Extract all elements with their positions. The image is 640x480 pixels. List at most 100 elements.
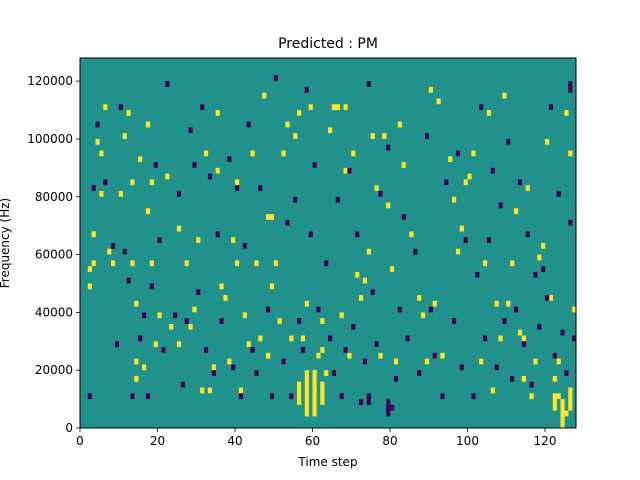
heatmap-cell-high: [134, 358, 139, 365]
heatmap-cell-low: [529, 381, 534, 388]
heatmap-cell-high: [517, 329, 523, 336]
heatmap-cell-low: [324, 260, 329, 267]
heatmap-cell-high: [568, 150, 573, 157]
heatmap-cell-low: [486, 237, 492, 243]
heatmap-cell-high: [320, 347, 325, 353]
heatmap-cell-high: [494, 300, 499, 307]
heatmap-cell-low: [514, 306, 519, 313]
heatmap-cell-high: [440, 352, 445, 359]
heatmap-cell-high: [366, 248, 371, 255]
heatmap-cell-low: [405, 335, 410, 342]
heatmap-cell-high: [459, 225, 464, 232]
heatmap-cell-high: [266, 352, 271, 359]
heatmap-cell-low: [246, 121, 251, 128]
heatmap-cell-high: [355, 271, 360, 278]
heatmap-cell-high: [134, 300, 139, 307]
heatmap-cell-low: [153, 162, 158, 168]
heatmap-cell-high: [502, 92, 507, 99]
heatmap-cell-high: [486, 110, 492, 116]
heatmap-cell-low: [452, 318, 457, 324]
heatmap-cell-high: [269, 214, 275, 220]
heatmap-cell-low: [393, 375, 399, 382]
heatmap-cell-low: [211, 370, 216, 376]
heatmap-cell-high: [521, 375, 526, 382]
heatmap-cell-high: [572, 306, 577, 313]
heatmap-cell-low: [424, 133, 430, 139]
heatmap-cell-low: [432, 352, 437, 359]
heatmap-cell-high: [227, 358, 232, 365]
heatmap-cell-low: [545, 295, 550, 301]
heatmap-cell-low: [463, 237, 468, 243]
heatmap-cell-low: [103, 179, 108, 186]
heatmap-cell-high: [95, 138, 100, 145]
heatmap-cell-low: [498, 202, 503, 209]
y-tick-label: 80000: [35, 190, 73, 204]
heatmap-cell-low: [355, 231, 360, 238]
heatmap-cell-high: [157, 312, 162, 319]
heatmap-cell-high: [320, 318, 325, 324]
heatmap-cell-low: [196, 289, 201, 296]
heatmap-cell-low: [343, 347, 348, 353]
heatmap-cell-low: [149, 283, 154, 290]
heatmap-cell-high: [343, 104, 348, 111]
heatmap-cell-low: [173, 312, 178, 319]
heatmap-cell-low: [215, 231, 220, 238]
heatmap-cell-high: [281, 150, 286, 157]
heatmap-cell-high: [145, 121, 151, 128]
y-tick-label: 20000: [35, 363, 73, 377]
heatmap-cell-low: [138, 335, 143, 342]
heatmap-cell-low: [142, 312, 147, 319]
heatmap-cell-low: [219, 318, 224, 324]
heatmap-cell-high: [91, 231, 96, 238]
heatmap-cell-low: [207, 173, 213, 180]
heatmap-cell-low: [242, 243, 247, 249]
heatmap-cell-high: [556, 358, 561, 365]
x-tick-label: 20: [150, 434, 165, 448]
heatmap-cell-high: [452, 196, 457, 203]
heatmap-cell-high: [242, 312, 247, 319]
heatmap-cell-low: [506, 138, 511, 145]
heatmap-cell-low: [386, 399, 391, 417]
heatmap-cell-low: [510, 375, 515, 382]
heatmap-cell-low: [122, 248, 127, 255]
heatmap-cell-high: [204, 150, 209, 157]
heatmap-cell-high: [235, 260, 240, 267]
heatmap-cell-low: [366, 81, 371, 87]
heatmap-cell-low: [413, 248, 418, 255]
heatmap-cell-high: [541, 243, 546, 249]
heatmap-cell-low: [118, 104, 123, 111]
heatmap-cell-low: [502, 318, 507, 324]
heatmap-cell-high: [471, 150, 476, 157]
heatmap-cell-high: [506, 300, 511, 307]
heatmap-cell-high: [200, 387, 205, 394]
heatmap-cell-low: [312, 162, 317, 168]
heatmap-cell-high: [118, 190, 123, 197]
heatmap-cell-low: [126, 277, 131, 284]
heatmap-cell-low: [176, 190, 182, 197]
y-tick-label: 100000: [27, 132, 73, 146]
heatmap-cell-low: [300, 347, 306, 353]
heatmap-cell-high: [211, 364, 216, 371]
x-axis-ticks: 0 20 40 60 80 100 120: [76, 428, 556, 448]
heatmap-cell-high: [359, 295, 364, 301]
heatmap-cell-low: [328, 335, 333, 342]
heatmap-cell-high: [382, 133, 387, 139]
heatmap-cell-low: [111, 243, 116, 249]
heatmap-cell-low: [180, 381, 185, 388]
heatmap-cell-low: [335, 196, 340, 203]
heatmap-cell-high: [304, 370, 309, 417]
heatmap-cell-low: [235, 185, 240, 191]
heatmap-cell-high: [448, 156, 453, 163]
heatmap-cell-high: [215, 167, 220, 174]
heatmap-cell-low: [289, 393, 294, 400]
heatmap-cell-low: [533, 271, 538, 278]
heatmap-cell-low: [231, 364, 236, 371]
heatmap-cell-high: [393, 358, 399, 365]
heatmap-cell-low: [556, 190, 561, 197]
heatmap-cell-high: [99, 150, 104, 157]
heatmap-cell-high: [483, 260, 488, 267]
heatmap-cell-high: [273, 260, 278, 267]
heatmap-cell-high: [525, 185, 530, 191]
heatmap-cell-low: [517, 179, 523, 186]
